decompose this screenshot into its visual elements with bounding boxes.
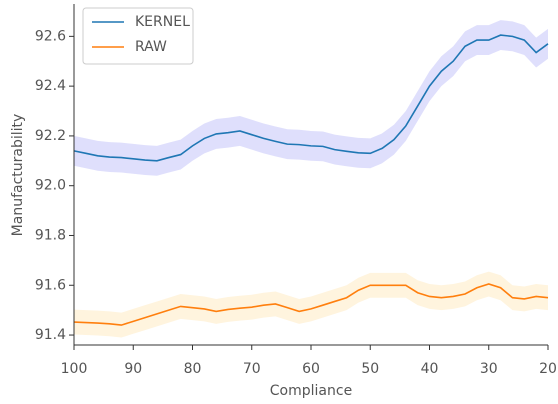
x-tick-label: 30 xyxy=(480,361,498,377)
x-tick-label: 80 xyxy=(184,361,202,377)
line xyxy=(73,283,549,326)
x-tick-label: 70 xyxy=(243,361,261,377)
confidence-band xyxy=(74,20,548,176)
y-axis-label: Manufacturability xyxy=(10,114,26,237)
y-tick-label: 92.0 xyxy=(35,178,66,194)
y-tick-label: 92.4 xyxy=(35,78,66,94)
x-tick-label: 40 xyxy=(421,361,439,377)
x-tick-label: 90 xyxy=(124,361,142,377)
y-tick-label: 92.6 xyxy=(35,28,66,44)
x-tick-label: 50 xyxy=(361,361,379,377)
y-tick-label: 92.2 xyxy=(35,128,66,144)
legend-label: RAW xyxy=(135,39,167,55)
x-tick-label: 20 xyxy=(539,361,557,377)
x-axis-label: Compliance xyxy=(270,383,352,399)
y-tick-label: 91.8 xyxy=(35,227,66,243)
x-tick-label: 100 xyxy=(61,361,88,377)
y-tick-label: 91.4 xyxy=(35,327,66,343)
x-tick-label: 60 xyxy=(302,361,320,377)
line xyxy=(73,34,549,162)
y-tick-label: 91.6 xyxy=(35,277,66,293)
confidence-band xyxy=(74,271,548,338)
legend-label: KERNEL xyxy=(135,14,190,30)
